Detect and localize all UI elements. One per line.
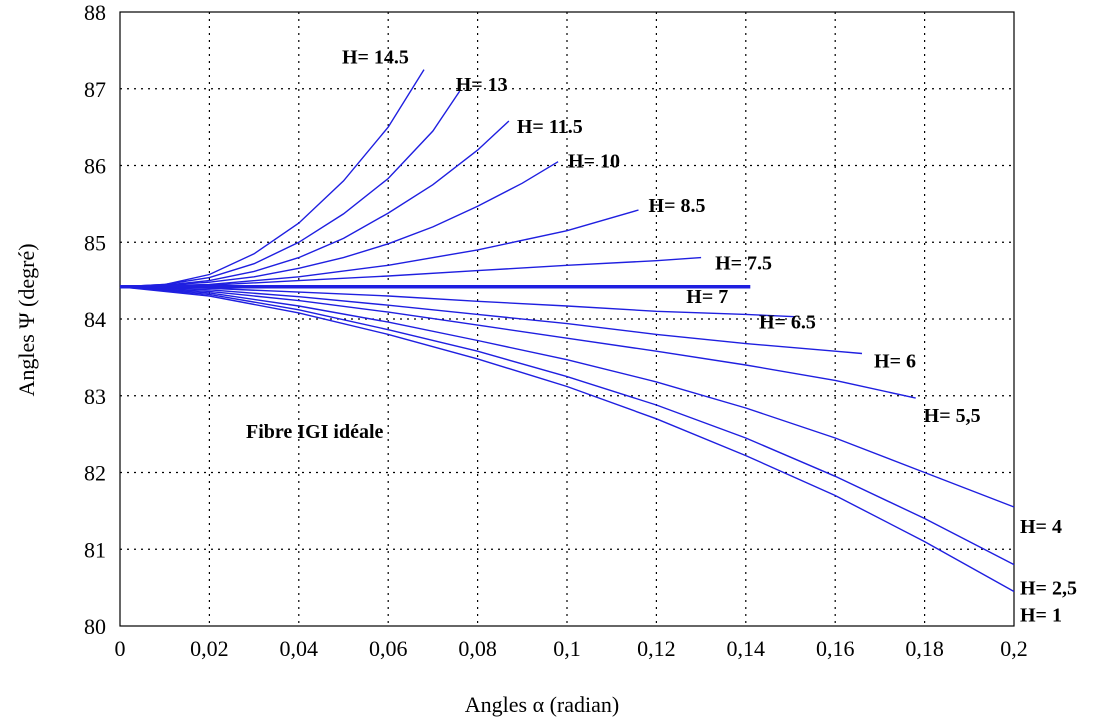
x-tick-label: 0,04 <box>280 636 319 661</box>
series-lines <box>119 69 1015 593</box>
series-label-h-14-5: H= 14.5 <box>342 47 409 69</box>
y-tick-label: 85 <box>84 230 106 255</box>
tick-labels: 0 0,02 0,04 0,06 0,08 0,1 0,12 0,14 0,16 0,18 0,2 8… <box>84 0 1028 661</box>
y-tick-label: 83 <box>84 384 106 409</box>
y-tick-label: 82 <box>84 461 106 486</box>
x-tick-label: 0,06 <box>369 636 408 661</box>
x-tick-label: 0,18 <box>905 636 944 661</box>
x-tick-label: 0,14 <box>727 636 766 661</box>
series-line-h-11-5 <box>119 120 510 288</box>
x-axis-title: Angles α (radian) <box>465 692 619 717</box>
series-line-h-7-5 <box>119 256 702 288</box>
series-line-h-6-5 <box>119 286 796 318</box>
y-tick-label: 88 <box>84 0 106 25</box>
series-line-h-5-5 <box>119 286 916 399</box>
series-labels: H= 14.5 H= 13 H= 11.5 H= 10 H= 8.5 H= 7.5 H= 7… <box>342 47 1077 627</box>
x-tick-label: 0,1 <box>553 636 581 661</box>
y-tick-label: 84 <box>84 307 106 332</box>
series-label-h-5-5: H= 5,5 <box>924 405 981 427</box>
annotation-label: Fibre IGI idéale <box>246 421 384 443</box>
series-label-h-7: H= 7 <box>686 286 728 308</box>
series-label-h-4: H= 4 <box>1020 516 1062 538</box>
series-line-h-10 <box>119 161 559 288</box>
series-line-h-6 <box>119 286 863 355</box>
plot-frame <box>119 11 1015 627</box>
y-tick-label: 87 <box>84 77 106 102</box>
y-tick-label: 81 <box>84 537 106 562</box>
series-label-h-11-5: H= 11.5 <box>517 116 583 138</box>
series-label-h-13: H= 13 <box>456 74 508 96</box>
series-label-h-2-5: H= 2,5 <box>1020 578 1077 600</box>
series-label-h-8-5: H= 8.5 <box>649 195 706 217</box>
series-label-h-10: H= 10 <box>568 151 620 173</box>
series-line-h-13 <box>119 90 461 288</box>
y-tick-label: 86 <box>84 154 106 179</box>
x-tick-label: 0,16 <box>816 636 855 661</box>
y-tick-label: 80 <box>84 614 106 639</box>
x-tick-label: 0,02 <box>190 636 229 661</box>
x-tick-label: 0,08 <box>458 636 497 661</box>
grid <box>120 12 1014 626</box>
x-tick-label: 0,2 <box>1000 636 1028 661</box>
series-label-h-7-5: H= 7.5 <box>715 253 772 275</box>
x-tick-label: 0 <box>115 636 126 661</box>
series-label-h-6: H= 6 <box>874 351 916 373</box>
y-axis-title: Angles Ψ (degré) <box>14 243 39 396</box>
series-label-h-1: H= 1 <box>1020 604 1062 626</box>
series-line-h-1 <box>119 286 1015 593</box>
x-tick-label: 0,12 <box>637 636 676 661</box>
series-line-h-4 <box>119 286 1015 508</box>
series-label-h-6-5: H= 6.5 <box>759 312 816 334</box>
series-line-h-2-5 <box>119 286 1015 566</box>
